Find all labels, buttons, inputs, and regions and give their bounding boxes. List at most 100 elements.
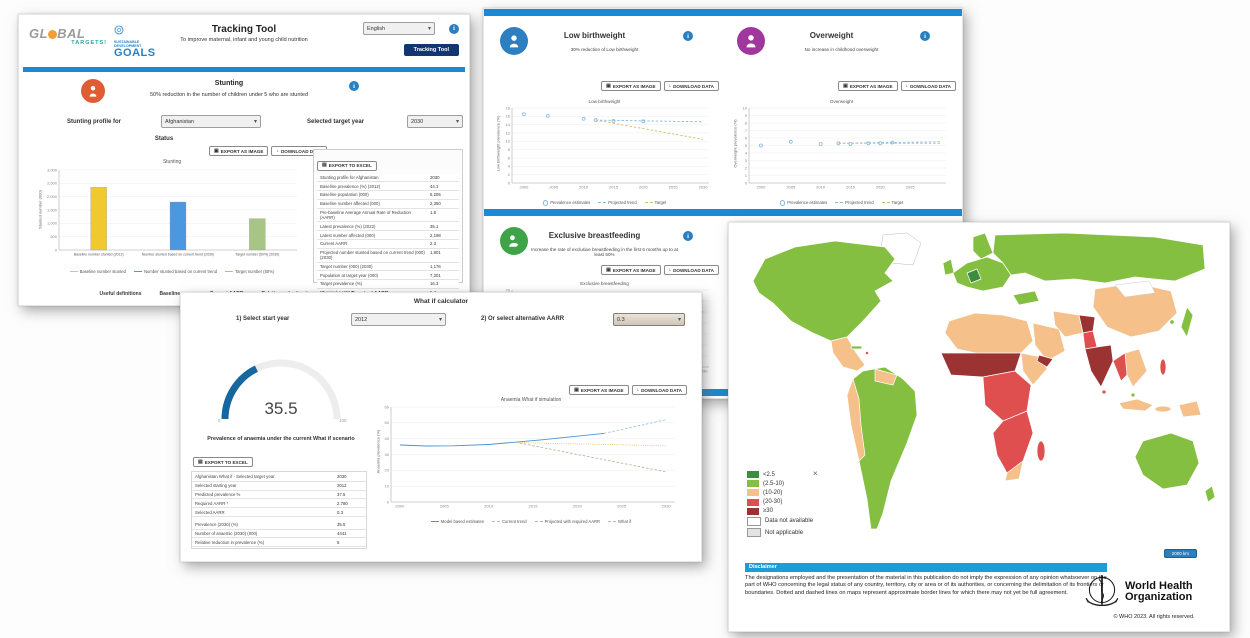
stunting-summary-panel: ▤ EXPORT TO EXCEL Stunting profile for Af…: [313, 149, 463, 307]
download-icon: ↓: [276, 147, 279, 154]
legend-item: What if: [608, 519, 631, 524]
chart-title: Overweight: [829, 99, 854, 104]
svg-text:70: 70: [506, 287, 511, 292]
footer-link[interactable]: Useful definitions: [99, 291, 142, 297]
stunting-title: Stunting: [214, 80, 244, 87]
tracking-tool-button[interactable]: Tracking Tool: [403, 44, 459, 56]
export-as-image-button[interactable]: ▣EXPORT AS IMAGE: [838, 81, 898, 91]
chart-title: Stunting: [162, 159, 182, 165]
target-year-label: Selected target year: [307, 119, 365, 125]
export-as-image-button[interactable]: ▣EXPORT AS IMAGE: [601, 81, 661, 91]
table-row: Projected number stunted based on curren…: [317, 249, 459, 263]
svg-text:6: 6: [745, 135, 748, 140]
svg-text:2025: 2025: [906, 185, 916, 190]
who-name: Organization: [1125, 591, 1193, 603]
chart-title: Exclusive breastfeeding: [580, 281, 629, 286]
table-row: Prevalence (2030) (%) 35.5: [192, 521, 366, 530]
svg-text:2000: 2000: [519, 185, 529, 190]
who-emblem-icon: [1085, 575, 1119, 607]
svg-text:2010: 2010: [579, 185, 589, 190]
svg-text:2005: 2005: [549, 185, 559, 190]
low-birthweight-icon: [500, 27, 528, 55]
svg-text:10: 10: [506, 139, 511, 144]
svg-text:Baseline number stunted (2012): Baseline number stunted (2012): [74, 253, 124, 257]
download-icon: ↓: [668, 266, 672, 273]
export-as-image-button[interactable]: ▣EXPORT AS IMAGE: [601, 265, 661, 275]
alt-aarr-select[interactable]: 0.3 ▾: [613, 313, 685, 326]
info-icon[interactable]: i: [449, 23, 459, 34]
map-legend-item: ≥30: [747, 507, 813, 515]
low-birthweight-chart: 0 2 4 6 8 10 12 14 16 18 2000 2005 2010 2015 2020 2025 2…: [506, 105, 709, 190]
stunting-chart-block: Stunting Stunted number (000) 0 500 1,000 1…: [33, 159, 311, 274]
start-year-select[interactable]: 2012 ▾: [351, 313, 446, 326]
download-data-button[interactable]: ↓DOWNLOAD DATA: [663, 81, 719, 91]
who-map-panel: × <2.5 (2.5-10) (10-20) (20-30) ≥30 Data not …: [728, 222, 1230, 632]
svg-text:2: 2: [508, 172, 511, 177]
export-to-excel-button[interactable]: ▤ EXPORT TO EXCEL: [193, 457, 253, 467]
info-icon[interactable]: i: [683, 231, 693, 241]
download-data-button[interactable]: ↓DOWNLOAD DATA: [663, 265, 719, 275]
chart-legend: Prevalence estimates Projected trend Targe…: [729, 200, 954, 206]
language-select[interactable]: English ▾: [363, 22, 435, 35]
map-legend-item: Data not available: [747, 516, 813, 526]
breastfeeding-icon: [500, 227, 528, 255]
button-label: DOWNLOAD DATA: [280, 148, 322, 154]
section-divider: [484, 209, 962, 216]
table-row: Pre-baseline Average Annual Rate of Redu…: [317, 209, 459, 223]
svg-text:0: 0: [218, 418, 221, 423]
svg-text:50: 50: [385, 420, 390, 425]
svg-text:2015: 2015: [609, 185, 619, 190]
map-legend-item: (10-20): [747, 489, 813, 497]
map-x-marker: ×: [813, 469, 818, 478]
svg-text:40: 40: [385, 436, 390, 441]
export-to-excel-button[interactable]: ▤ EXPORT TO EXCEL: [317, 160, 377, 171]
map-legend-item: Not applicable: [747, 528, 813, 538]
button-label: EXPORT AS IMAGE: [580, 387, 624, 393]
logo-text: GOALS: [114, 47, 156, 60]
info-icon[interactable]: i: [349, 81, 359, 91]
svg-text:9: 9: [745, 113, 748, 118]
sdg-goals-logo: SUSTAINABLE DEVELOPMENT GOALS: [114, 23, 160, 60]
svg-text:2,500: 2,500: [47, 181, 58, 186]
export-as-image-button[interactable]: ▣EXPORT AS IMAGE: [569, 385, 629, 395]
export-as-image-button[interactable]: ▣EXPORT AS IMAGE: [209, 146, 269, 156]
svg-text:0: 0: [387, 499, 390, 504]
country-value: Afghanistan: [165, 118, 195, 125]
table-row: Predicted prevalence % 37.5: [192, 491, 366, 500]
svg-text:2015: 2015: [846, 185, 856, 190]
footer-link[interactable]: Baseline year: [159, 291, 192, 297]
legend-item: Target: [881, 200, 903, 206]
info-icon[interactable]: i: [683, 31, 693, 41]
svg-text:2020: 2020: [573, 504, 583, 509]
indicator-title: Overweight: [809, 31, 854, 40]
download-data-button[interactable]: ↓DOWNLOAD DATA: [631, 385, 687, 395]
gauge-caption: Prevalence of anaemia under the current …: [207, 436, 355, 442]
legend-item: Prevalence estimates: [542, 200, 590, 206]
target-year-select[interactable]: 2030 ▾: [407, 115, 463, 128]
download-data-button[interactable]: ↓DOWNLOAD DATA: [900, 81, 956, 91]
country-select[interactable]: Afghanistan ▾: [161, 115, 261, 128]
status-label: Status: [154, 136, 174, 142]
legend-item: Projected with required AARR: [534, 519, 600, 524]
chart-title: Anaemia What if simulation: [500, 397, 562, 403]
section-divider: [484, 389, 962, 396]
svg-text:10: 10: [743, 105, 748, 110]
stunting-summary-table: Stunting profile for Afghanistan 2030 Base…: [317, 173, 459, 307]
info-icon[interactable]: i: [920, 31, 930, 41]
table-row: Population at target year (000) 7,201: [317, 271, 459, 281]
y-axis-label: Stunted number (000): [37, 190, 43, 229]
low-birthweight-chart-block: Low birthweight Low birthweight prevalen…: [492, 99, 717, 206]
legend-item: Model based estimates: [430, 519, 484, 524]
button-label: EXPORT AS IMAGE: [612, 83, 656, 89]
chevron-down-icon: ▾: [677, 317, 681, 323]
button-label: DOWNLOAD DATA: [673, 83, 714, 89]
overweight-chart: 0 1 2 3 4 5 6 7 8 9 10 2000 2005 2010 2015 2020 2025: [743, 105, 946, 190]
world-map: [752, 232, 1216, 530]
svg-text:2005: 2005: [786, 185, 796, 190]
disclaimer-header: Disclaimer: [745, 563, 1107, 572]
svg-text:0: 0: [508, 180, 511, 185]
svg-text:2000: 2000: [395, 504, 405, 509]
image-icon: ▣: [574, 386, 579, 393]
